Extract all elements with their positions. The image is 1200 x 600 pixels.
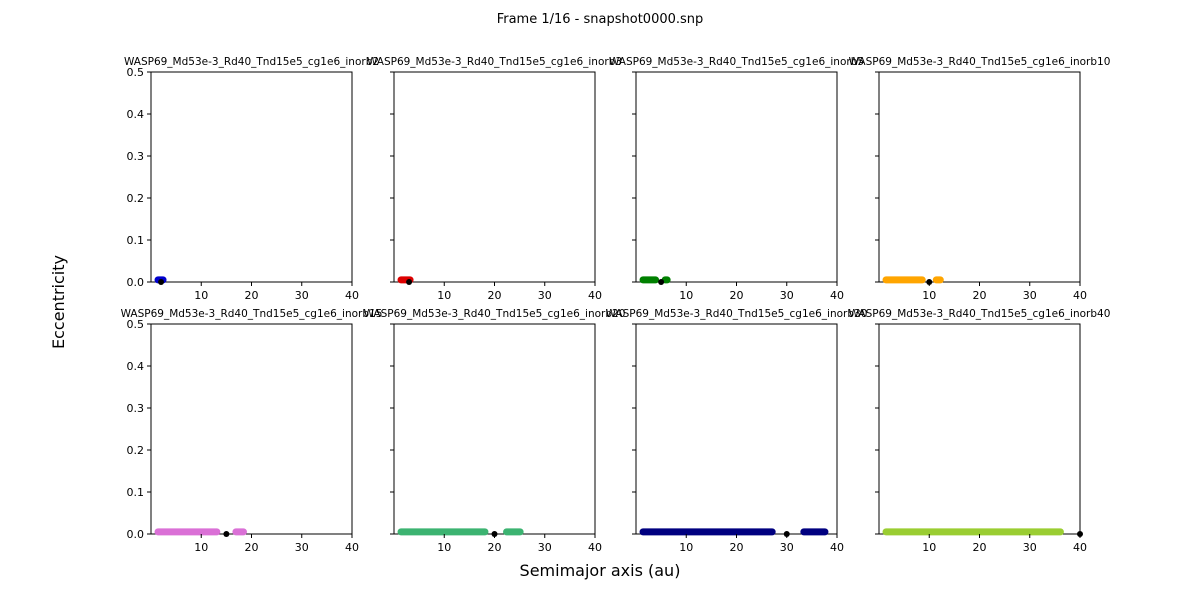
x-tick-label: 40 <box>588 289 602 302</box>
x-tick-label: 10 <box>437 289 451 302</box>
figure-title: Frame 1/16 - snapshot0000.snp <box>497 12 704 27</box>
subplot: WASP69_Md53e-3_Rd40_Tnd15e5_cg1e6_inorb4… <box>849 308 1111 554</box>
axes-frame <box>878 323 1081 535</box>
subplot: WASP69_Md53e-3_Rd40_Tnd15e5_cg1e6_inorb2… <box>124 56 379 302</box>
subplot-grid: WASP69_Md53e-3_Rd40_Tnd15e5_cg1e6_inorb2… <box>121 56 1111 554</box>
y-tick-label: 0.2 <box>127 444 145 457</box>
y-axis-label: Eccentricity <box>49 255 68 349</box>
subplot: WASP69_Md53e-3_Rd40_Tnd15e5_cg1e6_inorb2… <box>364 308 626 554</box>
axes-frame <box>393 323 596 535</box>
y-tick-label: 0.0 <box>127 528 145 541</box>
subplot-title: WASP69_Md53e-3_Rd40_Tnd15e5_cg1e6_inorb3 <box>367 56 622 68</box>
y-tick-label: 0.2 <box>127 192 145 205</box>
subplot: WASP69_Md53e-3_Rd40_Tnd15e5_cg1e6_inorb3… <box>367 56 622 302</box>
subplot-title: WASP69_Md53e-3_Rd40_Tnd15e5_cg1e6_inorb1… <box>849 56 1111 68</box>
x-tick-label: 20 <box>245 541 259 554</box>
planet-marker <box>158 279 165 285</box>
x-tick-label: 30 <box>295 289 309 302</box>
x-tick-label: 20 <box>730 541 744 554</box>
x-tick-label: 30 <box>295 541 309 554</box>
x-tick-label: 40 <box>830 289 844 302</box>
x-tick-label: 30 <box>538 541 552 554</box>
subplot-title: WASP69_Md53e-3_Rd40_Tnd15e5_cg1e6_inorb5 <box>609 56 864 68</box>
subplot-title: WASP69_Md53e-3_Rd40_Tnd15e5_cg1e6_inorb4… <box>849 308 1111 320</box>
x-tick-label: 20 <box>245 289 259 302</box>
y-tick-label: 0.1 <box>127 486 145 499</box>
x-tick-label: 40 <box>1073 541 1087 554</box>
x-tick-label: 10 <box>679 289 693 302</box>
x-tick-label: 10 <box>922 289 936 302</box>
planet-marker <box>658 279 665 285</box>
x-tick-label: 20 <box>488 541 502 554</box>
axes-frame <box>393 71 596 283</box>
x-tick-label: 30 <box>780 541 794 554</box>
axes-frame <box>635 323 838 535</box>
subplot-title: WASP69_Md53e-3_Rd40_Tnd15e5_cg1e6_inorb1… <box>121 308 383 320</box>
planet-marker <box>406 279 413 285</box>
x-tick-label: 40 <box>830 541 844 554</box>
x-tick-label: 20 <box>488 289 502 302</box>
x-tick-label: 40 <box>588 541 602 554</box>
y-tick-label: 0.4 <box>127 108 145 121</box>
subplot: WASP69_Md53e-3_Rd40_Tnd15e5_cg1e6_inorb1… <box>121 308 383 554</box>
x-tick-label: 40 <box>1073 289 1087 302</box>
y-tick-label: 0.3 <box>127 150 145 163</box>
x-axis-label: Semimajor axis (au) <box>520 561 681 580</box>
planet-marker <box>223 531 230 537</box>
x-tick-label: 20 <box>973 289 987 302</box>
axes-frame <box>878 71 1081 283</box>
y-tick-label: 0.3 <box>127 402 145 415</box>
subplot: WASP69_Md53e-3_Rd40_Tnd15e5_cg1e6_inorb3… <box>606 308 868 554</box>
x-tick-label: 10 <box>922 541 936 554</box>
subplot-title: WASP69_Md53e-3_Rd40_Tnd15e5_cg1e6_inorb2… <box>364 308 626 320</box>
y-tick-label: 0.0 <box>127 276 145 289</box>
x-tick-label: 30 <box>780 289 794 302</box>
subplot-title: WASP69_Md53e-3_Rd40_Tnd15e5_cg1e6_inorb2 <box>124 56 379 68</box>
x-tick-label: 10 <box>194 541 208 554</box>
y-tick-label: 0.1 <box>127 234 145 247</box>
axes-frame <box>150 323 353 535</box>
x-tick-label: 10 <box>194 289 208 302</box>
axes-frame <box>635 71 838 283</box>
y-tick-label: 0.5 <box>127 66 145 79</box>
subplot-title: WASP69_Md53e-3_Rd40_Tnd15e5_cg1e6_inorb3… <box>606 308 868 320</box>
subplot: WASP69_Md53e-3_Rd40_Tnd15e5_cg1e6_inorb1… <box>849 56 1111 302</box>
subplot: WASP69_Md53e-3_Rd40_Tnd15e5_cg1e6_inorb5… <box>609 56 864 302</box>
x-tick-label: 30 <box>1023 289 1037 302</box>
axes-frame <box>150 71 353 283</box>
x-tick-label: 20 <box>730 289 744 302</box>
x-tick-label: 10 <box>437 541 451 554</box>
x-tick-label: 10 <box>679 541 693 554</box>
x-tick-label: 30 <box>538 289 552 302</box>
x-tick-label: 40 <box>345 541 359 554</box>
x-tick-label: 30 <box>1023 541 1037 554</box>
x-tick-label: 40 <box>345 289 359 302</box>
x-tick-label: 20 <box>973 541 987 554</box>
y-tick-label: 0.4 <box>127 360 145 373</box>
y-tick-label: 0.5 <box>127 318 145 331</box>
